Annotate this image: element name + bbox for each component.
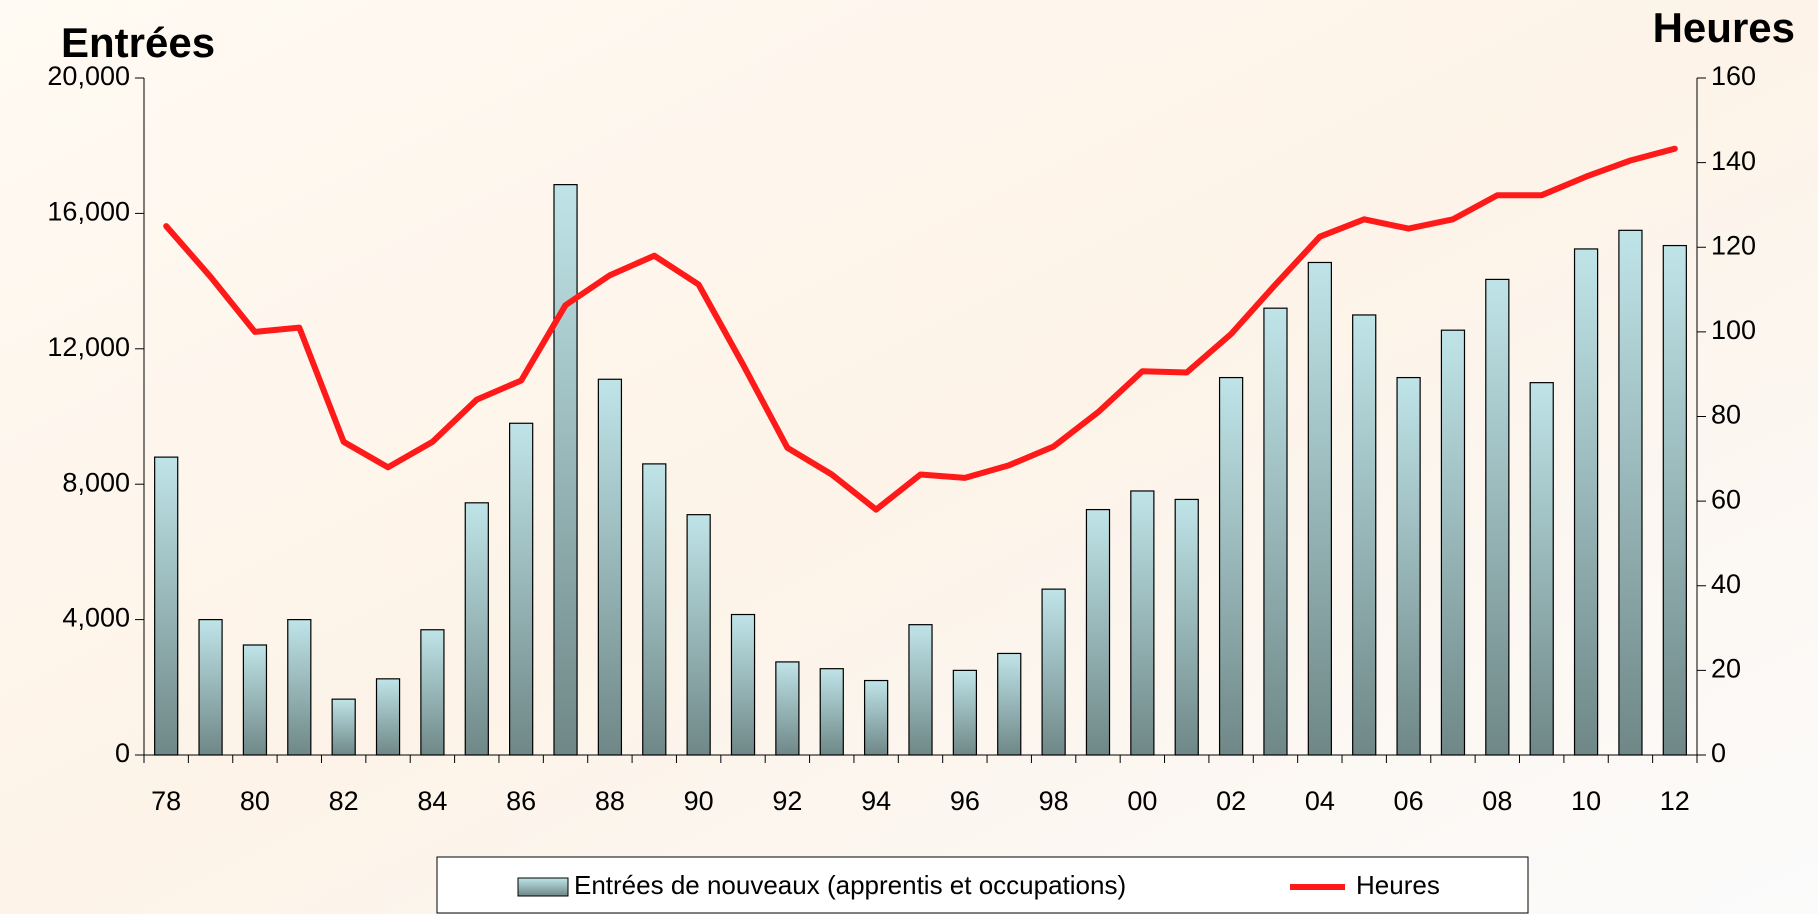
- y2-tick-label: 120: [1711, 230, 1756, 260]
- y2-tick-label: 60: [1711, 484, 1741, 514]
- bar: [686, 514, 711, 756]
- y-axis-title: Entrées: [61, 19, 215, 66]
- y-tick-label: 8,000: [62, 467, 130, 497]
- bar: [952, 669, 978, 756]
- bar: [287, 618, 312, 756]
- y2-tick-label: 160: [1711, 61, 1756, 91]
- line: [163, 145, 1678, 513]
- bar: [1307, 261, 1332, 756]
- x-tick-label: 00: [1127, 786, 1157, 816]
- x-tick-label: 78: [151, 786, 181, 816]
- x-tick-label: 94: [861, 786, 891, 816]
- bar: [1041, 588, 1066, 756]
- bar: [1352, 314, 1377, 756]
- x-tick-label: 90: [684, 786, 714, 816]
- bar: [1573, 248, 1599, 756]
- bar: [1085, 508, 1111, 756]
- legend-box: [436, 856, 1529, 914]
- bar: [1396, 376, 1421, 756]
- bar: [642, 463, 667, 756]
- x-tick-label: 86: [506, 786, 536, 816]
- bar: [775, 661, 800, 756]
- x-tick-label: 06: [1394, 786, 1424, 816]
- bar: [1218, 376, 1244, 756]
- y2-tick-label: 140: [1711, 146, 1756, 176]
- y-tick-label: 12,000: [47, 332, 130, 362]
- y2-axis-title: Heures: [1653, 4, 1795, 51]
- bar: [1662, 244, 1687, 756]
- bar: [420, 629, 445, 756]
- bar: [1618, 229, 1643, 756]
- legend: Entrées de nouveaux (apprentis et occupa…: [436, 856, 1529, 914]
- y2-tick-label: 0: [1711, 738, 1726, 768]
- x-tick-label: 92: [772, 786, 802, 816]
- x-tick-label: 84: [417, 786, 447, 816]
- x-tick-label: 80: [240, 786, 270, 816]
- bar: [597, 378, 623, 756]
- bar: [819, 668, 844, 756]
- x-tick-label: 88: [595, 786, 625, 816]
- y-tick-label: 4,000: [62, 603, 130, 633]
- y-tick-label: 0: [115, 738, 130, 768]
- y2-tick-label: 20: [1711, 654, 1741, 684]
- x-tick-label: 82: [329, 786, 359, 816]
- bar: [1485, 278, 1510, 756]
- bar: [242, 644, 268, 756]
- bar: [1130, 490, 1155, 756]
- y2-tick-label: 100: [1711, 315, 1756, 345]
- bar: [997, 652, 1022, 756]
- bar: [331, 698, 356, 756]
- x-tick-label: 04: [1305, 786, 1335, 816]
- bar: [553, 184, 578, 756]
- bar: [154, 456, 179, 756]
- x-tick-label: 10: [1571, 786, 1601, 816]
- y2-tick-label: 40: [1711, 569, 1741, 599]
- x-tick-label: 08: [1482, 786, 1512, 816]
- bar: [1529, 382, 1554, 756]
- bar: [730, 613, 756, 756]
- x-tick-label: 12: [1660, 786, 1690, 816]
- bar: [908, 624, 933, 756]
- y-tick-label: 16,000: [47, 197, 130, 227]
- bar: [509, 422, 534, 756]
- bar: [198, 618, 223, 756]
- legend-swatch: [517, 877, 569, 897]
- legend-label: Heures: [1356, 870, 1440, 900]
- x-tick-label: 02: [1216, 786, 1246, 816]
- x-tick-label: 96: [950, 786, 980, 816]
- bar: [464, 502, 489, 756]
- y-tick-label: 20,000: [47, 61, 130, 91]
- x-tick-label: 98: [1039, 786, 1069, 816]
- bar: [1174, 498, 1199, 756]
- bar: [1440, 329, 1466, 756]
- y2-tick-label: 80: [1711, 400, 1741, 430]
- legend-label: Entrées de nouveaux (apprentis et occupa…: [574, 870, 1126, 900]
- bar: [1263, 307, 1288, 756]
- bar: [375, 678, 401, 756]
- bar: [863, 679, 889, 756]
